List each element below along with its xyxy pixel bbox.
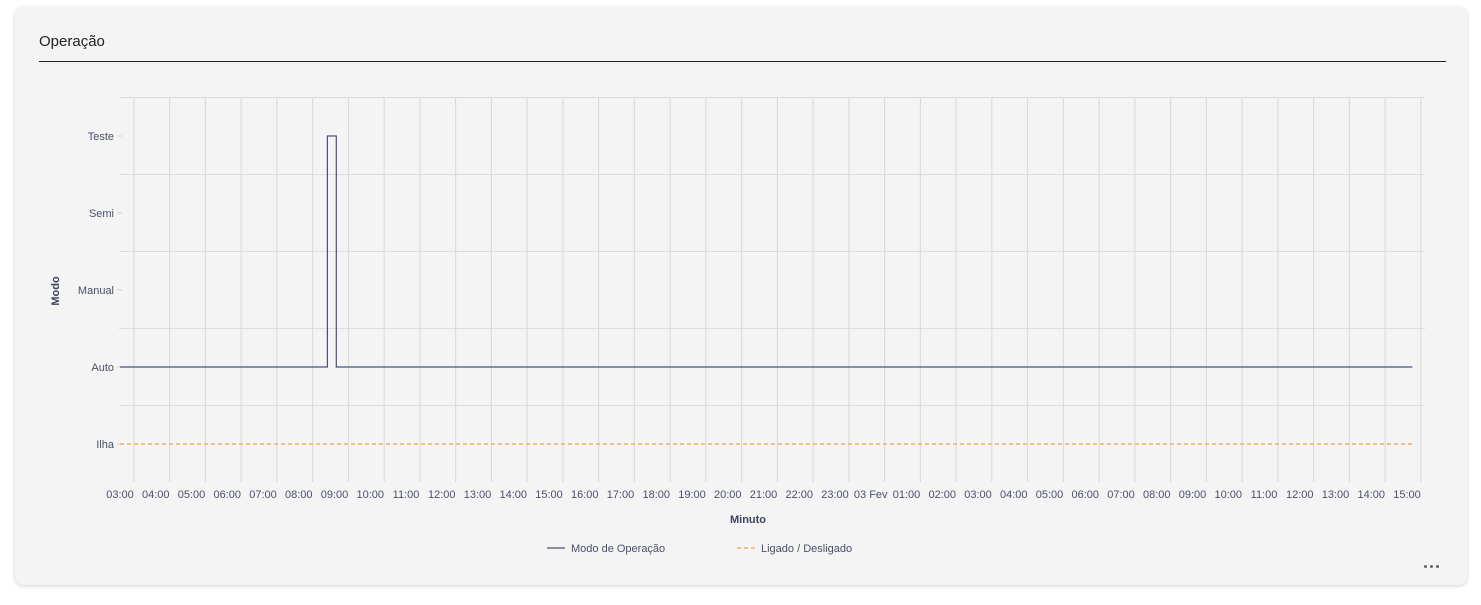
x-tick-label: 10:00 [1214, 489, 1242, 501]
x-tick-label: 07:00 [249, 489, 277, 501]
series-line-0 [120, 135, 1413, 368]
x-tick-label: 06:00 [213, 489, 241, 501]
x-tick-label: 15:00 [535, 489, 563, 501]
x-tick-label: 05:00 [1036, 489, 1064, 501]
y-tick-label: Manual [78, 285, 114, 297]
title-divider [39, 61, 1446, 62]
y-tick-label: Semi [89, 208, 114, 220]
x-tick-label: 22:00 [785, 489, 813, 501]
x-tick-label: 12:00 [1286, 489, 1314, 501]
x-tick-label: 02:00 [928, 489, 956, 501]
x-tick-label: 06:00 [1071, 489, 1099, 501]
x-tick-label: 03:00 [106, 489, 134, 501]
x-tick-label: 13:00 [464, 489, 492, 501]
x-tick-label: 18:00 [642, 489, 670, 501]
x-tick-label: 08:00 [285, 489, 313, 501]
x-tick-label: 19:00 [678, 489, 706, 501]
y-tick-label: Ilha [96, 439, 115, 451]
x-tick-label: 12:00 [428, 489, 456, 501]
x-tick-label: 21:00 [750, 489, 778, 501]
x-tick-label: 15:00 [1393, 489, 1421, 501]
card-title: Operação [39, 33, 105, 50]
x-tick-label: 16:00 [571, 489, 599, 501]
x-tick-label: 04:00 [142, 489, 170, 501]
legend-label-0: Modo de Operação [571, 543, 665, 555]
x-tick-label: 09:00 [321, 489, 349, 501]
y-tick-label: Teste [88, 131, 114, 143]
x-tick-label: 20:00 [714, 489, 742, 501]
x-tick-label: 14:00 [1357, 489, 1385, 501]
x-tick-label: 17:00 [607, 489, 635, 501]
x-tick-label: 23:00 [821, 489, 849, 501]
x-tick-label: 11:00 [1251, 489, 1278, 501]
y-axis-title: Modo [50, 276, 62, 306]
x-tick-label: 14:00 [499, 489, 527, 501]
x-tick-label: 03:00 [964, 489, 992, 501]
x-tick-label: 13:00 [1322, 489, 1350, 501]
legend-label-1: Ligado / Desligado [761, 543, 852, 555]
x-axis-title: Minuto [730, 514, 766, 526]
more-options-icon[interactable] [1419, 559, 1443, 573]
x-tick-label: 11:00 [393, 489, 420, 501]
operation-chart: Ilha Auto Manual Semi Teste 03:00 04:00 05:00 06… [50, 97, 1425, 555]
x-tick-label: 08:00 [1143, 489, 1171, 501]
y-tick-label: Auto [91, 362, 114, 374]
x-tick-label: 05:00 [178, 489, 206, 501]
x-tick-label: 03 Fev [854, 489, 888, 501]
chart-card: Operação Ilha Auto Manual Semi Teste 03:00 04:… [15, 7, 1467, 585]
x-tick-label: 04:00 [1000, 489, 1028, 501]
x-tick-label: 07:00 [1107, 489, 1135, 501]
x-tick-label: 09:00 [1179, 489, 1207, 501]
x-tick-label: 10:00 [356, 489, 384, 501]
x-tick-label: 01:00 [893, 489, 921, 501]
